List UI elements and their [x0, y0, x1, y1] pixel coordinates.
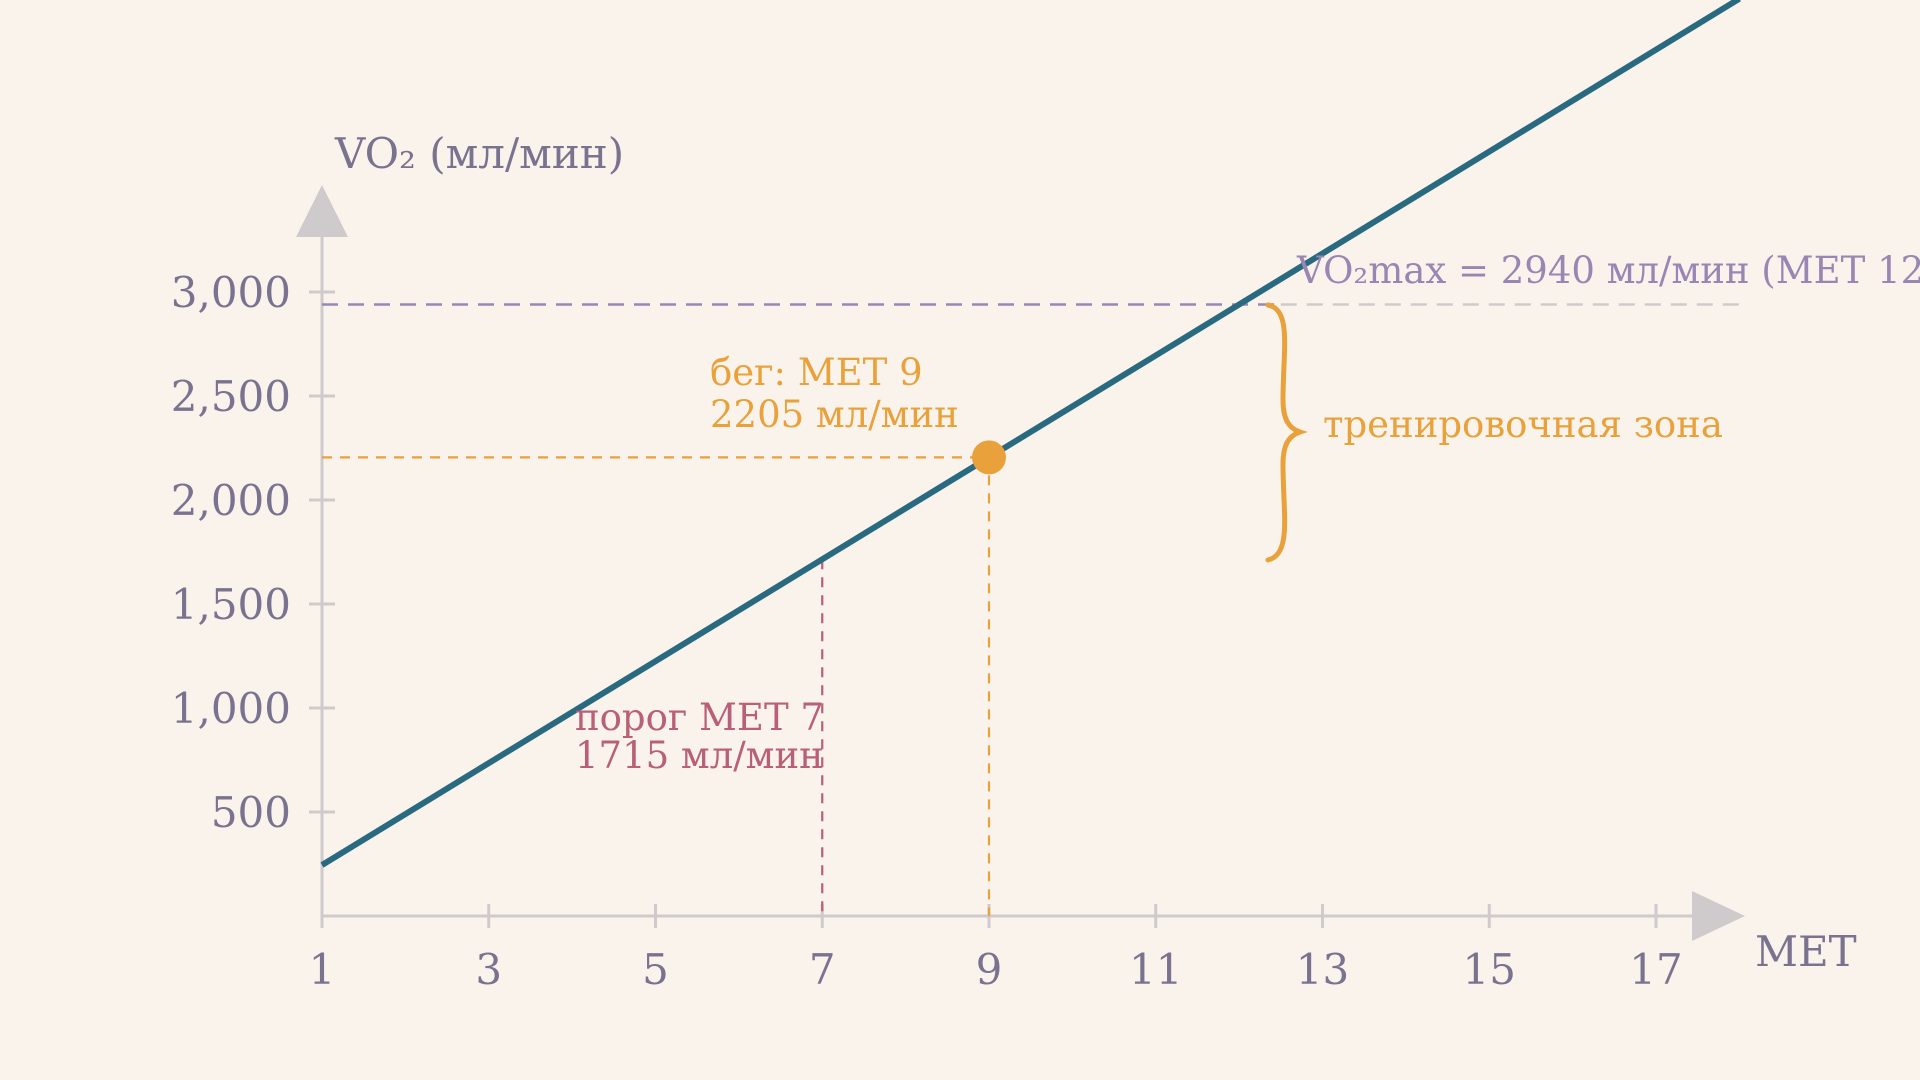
x-axis-arrow	[1692, 891, 1745, 941]
x-tick-label: 13	[1296, 945, 1349, 994]
vo2max-annotation: VO₂max = 2940 мл/мин (МЕТ 12)	[1296, 249, 1920, 292]
x-tick-label: 17	[1629, 945, 1682, 994]
x-tick-label: 15	[1463, 945, 1516, 994]
x-tick-label: 3	[475, 945, 502, 994]
y-tick-label: 2,000	[171, 476, 291, 525]
x-axis-title: МЕТ	[1755, 927, 1857, 976]
x-tick-label: 7	[809, 945, 836, 994]
threshold-annotation-line2: 1715 мл/мин	[575, 734, 824, 777]
axes	[296, 185, 1745, 941]
running-point	[972, 440, 1006, 475]
x-tick-label: 11	[1129, 945, 1182, 994]
y-tick-label: 1,000	[171, 684, 291, 733]
tick-labels: 1 3 5 7 9 11 13 15 175001,0001,5002,0002,5003,00…	[171, 268, 1683, 994]
running-annotation-line2: 2205 мл/мин	[710, 393, 959, 436]
x-tick-label: 5	[642, 945, 669, 994]
training-zone-label: тренировочная зона	[1323, 403, 1723, 446]
threshold-annotation-line1: порог МЕТ 7	[575, 696, 824, 739]
running-annotation-line1: бег: МЕТ 9	[710, 351, 923, 394]
training-zone-brace	[1265, 302, 1308, 563]
y-tick-label: 500	[211, 788, 291, 837]
y-axis-arrow	[296, 185, 348, 237]
x-tick-label: 1	[309, 945, 336, 994]
vo2-met-series-line	[320, 0, 1741, 868]
x-tick-label: 9	[976, 945, 1003, 994]
point-markers	[972, 440, 1006, 475]
y-tick-label: 3,000	[171, 268, 291, 317]
y-tick-label: 2,500	[171, 372, 291, 421]
y-tick-label: 1,500	[171, 580, 291, 629]
series-layer	[320, 0, 1741, 868]
reference-lines	[322, 303, 1745, 916]
y-axis-title: VO₂ (мл/мин)	[334, 129, 624, 178]
